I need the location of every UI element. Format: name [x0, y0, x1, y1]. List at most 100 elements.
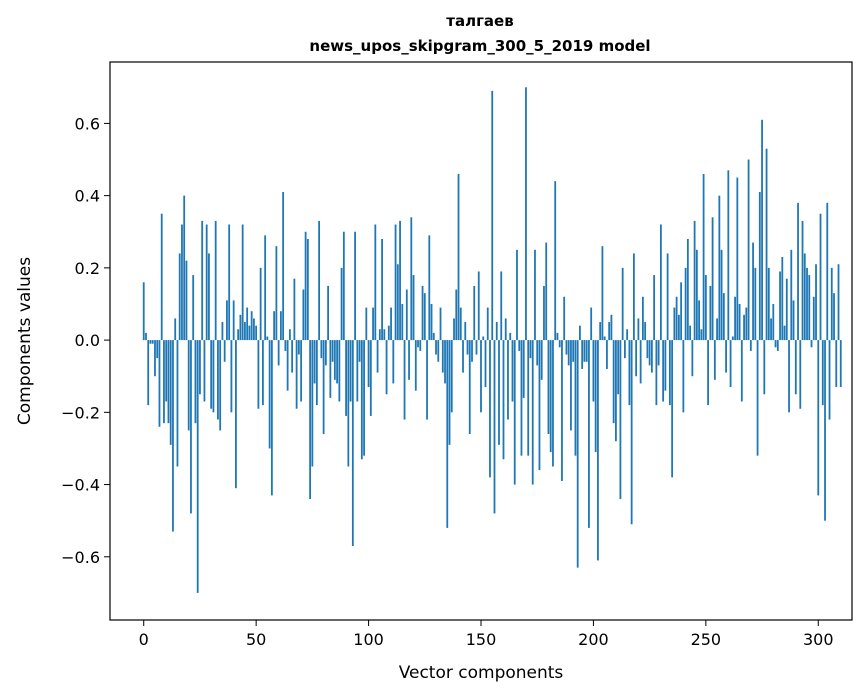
bar-component-131 — [437, 340, 440, 362]
bar-component-24 — [196, 340, 199, 593]
bar-component-114 — [399, 220, 401, 341]
bar-component-103 — [374, 224, 377, 341]
bar-component-278 — [767, 267, 770, 341]
bar-component-162 — [507, 340, 509, 420]
bar-component-224 — [646, 340, 649, 359]
bar-component-74 — [309, 340, 312, 500]
bar-component-86 — [336, 340, 338, 384]
bar-component-141 — [459, 307, 462, 341]
bar-component-233 — [666, 253, 669, 341]
bar-component-298 — [812, 296, 815, 341]
bar-component-2 — [147, 340, 150, 406]
bar-component-60 — [277, 340, 280, 366]
bar-component-280 — [772, 303, 775, 341]
bar-component-272 — [754, 267, 757, 341]
bar-component-154 — [489, 340, 491, 478]
bar-component-246 — [695, 249, 698, 341]
bar-component-42 — [237, 329, 240, 341]
x-tick-label: 0 — [139, 630, 149, 649]
bar-component-219 — [635, 340, 638, 377]
bar-component-296 — [808, 275, 811, 341]
x-tick-label: 250 — [691, 630, 722, 649]
bar-component-111 — [392, 340, 395, 384]
bar-component-64 — [286, 340, 289, 391]
plot-frame — [109, 61, 853, 621]
bar-component-13 — [172, 340, 174, 532]
bar-component-16 — [178, 253, 181, 341]
bar-component-283 — [779, 271, 781, 341]
bar-component-84 — [331, 340, 334, 362]
bar-component-76 — [313, 340, 316, 384]
bar-component-75 — [311, 340, 314, 467]
bar-component-213 — [621, 267, 624, 341]
x-tick-label: 150 — [466, 630, 497, 649]
bar-component-116 — [403, 340, 406, 420]
bar-component-165 — [513, 340, 516, 485]
bar-component-199 — [590, 307, 593, 341]
bar-component-55 — [266, 336, 269, 341]
bar-component-69 — [297, 340, 300, 355]
bar-component-127 — [428, 235, 431, 341]
bar-component-232 — [664, 340, 667, 391]
bar-component-139 — [455, 289, 458, 341]
bar-component-255 — [716, 318, 718, 341]
bar-component-143 — [464, 322, 467, 341]
bar-component-211 — [617, 340, 620, 395]
bar-component-310 — [839, 340, 842, 388]
bar-component-140 — [457, 173, 460, 341]
bar-component-149 — [477, 271, 480, 341]
bar-component-277 — [765, 148, 768, 341]
bar-component-196 — [583, 340, 586, 362]
bar-component-108 — [385, 340, 388, 395]
y-tick-label: −0.2 — [61, 403, 100, 422]
bar-component-51 — [257, 340, 260, 409]
bar-component-185 — [558, 340, 561, 348]
bar-component-291 — [797, 202, 799, 341]
bar-component-161 — [504, 318, 507, 341]
bar-component-206 — [606, 340, 608, 369]
bar-component-36 — [223, 340, 226, 362]
bar-component-83 — [329, 340, 332, 398]
bar-component-100 — [367, 340, 370, 388]
bar-component-158 — [498, 340, 500, 445]
bar-component-177 — [540, 340, 543, 380]
bar-component-212 — [619, 340, 622, 500]
bar-component-39 — [230, 340, 233, 413]
bar-component-215 — [626, 329, 629, 341]
bar-component-156 — [493, 340, 496, 514]
bar-component-249 — [702, 173, 705, 341]
bar-component-59 — [275, 246, 278, 341]
bar-component-15 — [176, 340, 179, 467]
bar-component-157 — [495, 322, 498, 341]
bar-component-231 — [662, 340, 665, 402]
chart-title-line-2: news_upos_skipgram_300_5_2019 model — [309, 37, 650, 55]
bar-component-40 — [232, 300, 235, 341]
bar-component-34 — [219, 340, 222, 431]
bar-component-160 — [502, 340, 505, 460]
bar-component-62 — [282, 192, 285, 341]
bar-component-269 — [747, 159, 750, 341]
bar-component-119 — [410, 217, 413, 341]
bar-component-171 — [527, 340, 530, 456]
bar-component-87 — [338, 340, 341, 402]
bar-component-275 — [761, 119, 763, 341]
bar-component-218 — [633, 253, 635, 341]
bar-component-48 — [250, 311, 253, 341]
bar-component-230 — [659, 224, 662, 341]
bar-component-198 — [588, 340, 590, 528]
bar-component-244 — [691, 340, 694, 377]
bar-component-118 — [408, 340, 410, 380]
bar-component-294 — [803, 253, 806, 341]
bar-component-186 — [561, 340, 563, 481]
bar-component-239 — [680, 282, 683, 341]
bar-component-32 — [214, 220, 217, 341]
bar-component-260 — [727, 170, 730, 341]
bar-component-144 — [466, 340, 469, 355]
bar-component-266 — [740, 340, 743, 402]
bar-component-300 — [817, 340, 820, 496]
bar-component-142 — [462, 340, 464, 373]
bar-component-195 — [581, 340, 584, 369]
bar-component-251 — [707, 340, 709, 406]
bar-component-46 — [246, 307, 249, 341]
